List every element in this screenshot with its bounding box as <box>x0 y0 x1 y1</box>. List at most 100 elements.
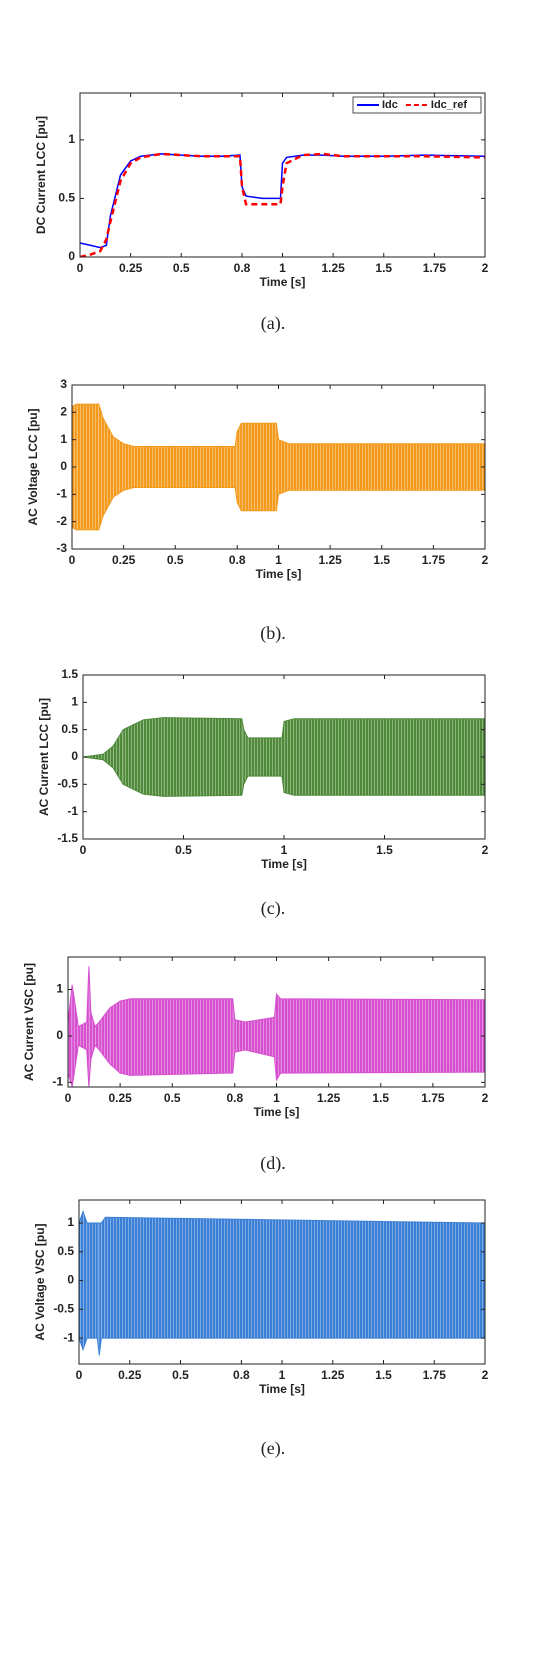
legend-label: Idc <box>382 99 398 111</box>
band-edge <box>72 403 485 447</box>
band-edge <box>68 1044 485 1087</box>
y-tick-label: -0.5 <box>53 1302 74 1316</box>
x-tick-label: 0 <box>77 261 84 275</box>
y-tick-label: 1 <box>60 432 67 446</box>
line <box>80 153 485 249</box>
x-tick-label: 1.25 <box>317 1091 341 1105</box>
x-tick-label: 2 <box>482 261 489 275</box>
caption: (c). <box>261 898 285 919</box>
band-segment <box>95 1022 100 1050</box>
band-segment <box>243 729 248 785</box>
band-edge <box>83 717 485 758</box>
band-segment <box>120 998 131 1076</box>
x-tick-label: 1.5 <box>372 1091 389 1105</box>
band-segment <box>83 1211 88 1350</box>
line <box>80 152 485 257</box>
x-axis-label: Time [s] <box>254 1105 300 1119</box>
band-segment <box>98 404 103 530</box>
band-segment <box>245 1017 275 1057</box>
x-tick-label: 0.8 <box>226 1091 243 1105</box>
band-segment <box>109 1001 121 1074</box>
band-segment <box>133 446 236 488</box>
x-tick-label: 1.5 <box>376 843 393 857</box>
x-tick-label: 0 <box>65 1091 72 1105</box>
x-axis-label: Time [s] <box>256 567 302 581</box>
x-tick-label: 0.8 <box>234 261 251 275</box>
band-segment <box>288 443 485 491</box>
x-tick-label: 0.25 <box>108 1091 132 1105</box>
y-tick-label: -2 <box>56 514 67 528</box>
x-tick-label: 1 <box>273 1091 280 1105</box>
x-tick-label: 1.5 <box>375 261 392 275</box>
y-tick-label: 3 <box>60 377 67 391</box>
y-tick-label: 1 <box>67 1215 74 1229</box>
y-tick-label: 0 <box>60 459 67 473</box>
band-segment <box>235 431 238 503</box>
x-tick-label: 1 <box>279 1368 286 1382</box>
x-tick-label: 0.5 <box>175 843 192 857</box>
plot-area <box>80 152 485 257</box>
band-segment <box>113 436 124 498</box>
y-tick-label: 0 <box>56 1028 63 1042</box>
x-tick-label: 0 <box>69 553 76 567</box>
y-axis-label: AC Current LCC [pu] <box>37 698 51 816</box>
x-tick-label: 0 <box>76 1368 83 1382</box>
band-segment <box>101 1217 106 1339</box>
band-edge <box>72 487 485 531</box>
x-tick-label: 1.25 <box>321 261 345 275</box>
band-segment <box>284 718 295 796</box>
y-tick-label: 0 <box>71 749 78 763</box>
x-axis-label: Time [s] <box>260 275 306 289</box>
y-axis-label: AC Current VSC [pu] <box>22 963 36 1081</box>
x-tick-label: 1 <box>279 261 286 275</box>
x-tick-label: 1.5 <box>375 1368 392 1382</box>
y-axis-label: AC Voltage VSC [pu] <box>33 1223 47 1340</box>
y-tick-label: -1 <box>67 804 78 818</box>
y-tick-label: 0.5 <box>58 191 75 205</box>
y-tick-label: 0 <box>68 249 75 263</box>
x-tick-label: 0.25 <box>112 553 136 567</box>
band-segment <box>123 719 144 795</box>
band-segment <box>102 417 114 517</box>
y-tick-label: 0.5 <box>57 1244 74 1258</box>
x-tick-label: 0 <box>80 843 87 857</box>
plot-area <box>72 403 485 531</box>
y-tick-label: 1 <box>68 132 75 146</box>
x-tick-label: 0.25 <box>118 1368 142 1382</box>
caption: (d). <box>260 1153 286 1174</box>
band-segment <box>247 737 282 777</box>
band-edge <box>79 1337 485 1356</box>
caption: (b). <box>260 623 286 644</box>
plot-area <box>79 1210 485 1356</box>
x-tick-label: 1.75 <box>423 261 447 275</box>
band-segment <box>99 1008 110 1064</box>
y-tick-label: -3 <box>56 541 67 555</box>
x-tick-label: 0.5 <box>172 1368 189 1382</box>
x-tick-label: 0.5 <box>167 553 184 567</box>
band-segment <box>241 718 244 796</box>
y-axis-label: DC Current LCC [pu] <box>34 116 48 234</box>
x-tick-label: 1.25 <box>318 553 342 567</box>
y-tick-label: -0.5 <box>57 777 78 791</box>
x-tick-label: 1.75 <box>423 1368 447 1382</box>
band-segment <box>123 443 134 491</box>
band-segment <box>278 439 289 495</box>
y-tick-label: -1.5 <box>57 831 78 845</box>
band-segment <box>281 721 284 793</box>
band-segment <box>105 1217 485 1339</box>
y-tick-label: -1 <box>52 1075 63 1089</box>
plot-area <box>68 966 485 1087</box>
x-tick-label: 0.5 <box>164 1091 181 1105</box>
x-tick-label: 2 <box>482 1091 489 1105</box>
band-segment <box>276 994 281 1081</box>
caption: (a). <box>261 313 285 334</box>
x-tick-label: 1.75 <box>422 553 446 567</box>
y-tick-label: 1 <box>71 695 78 709</box>
y-tick-label: -1 <box>56 487 67 501</box>
x-tick-label: 1 <box>275 553 282 567</box>
x-tick-label: 1.25 <box>321 1368 345 1382</box>
x-tick-label: 0.8 <box>233 1368 250 1382</box>
band-segment <box>72 984 79 1087</box>
band-segment <box>234 1019 246 1053</box>
